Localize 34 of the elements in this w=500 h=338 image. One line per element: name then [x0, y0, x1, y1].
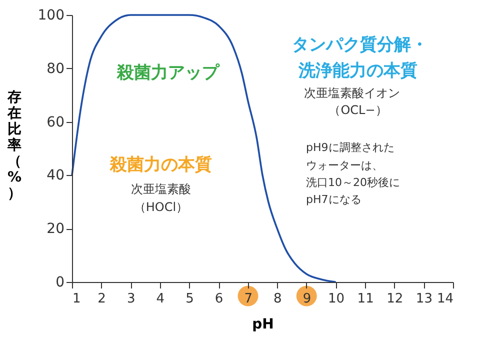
annotation: pH7になる — [306, 193, 362, 206]
x-axis-title: pH — [252, 316, 274, 332]
annotation: 次亜塩素酸 — [131, 182, 191, 196]
x-tick-label: 14 — [436, 292, 454, 306]
annotation: 次亜塩素酸イオン — [304, 86, 400, 100]
x-tick-label: 4 — [156, 292, 165, 306]
annotation: pH9に調整された — [306, 141, 394, 154]
x-tick-label: 2 — [98, 292, 106, 306]
y-tick-label: 20 — [46, 221, 64, 238]
annotation: 洗口10～20秒後に — [306, 176, 400, 189]
annotation: ウォーターは、 — [306, 159, 383, 172]
x-tick-label: 13 — [416, 292, 432, 306]
y-tick-label: 40 — [46, 168, 64, 184]
x-tick-label: 5 — [186, 292, 194, 306]
y-tick-label: 80 — [46, 60, 64, 77]
annotation: 殺菌力アップ — [116, 63, 220, 83]
x-tick-label: 6 — [214, 292, 224, 306]
x-tick-label: 8 — [274, 292, 282, 306]
y-tick-label: 60 — [46, 114, 64, 130]
annotation: （HOCl） — [134, 200, 188, 214]
annotation: 殺菌力の本質 — [109, 155, 212, 175]
x-tick-label: 7 — [244, 292, 252, 306]
x-tick-label: 12 — [386, 292, 404, 306]
x-tick-label: 9 — [302, 292, 312, 306]
x-tick-label: 10 — [328, 292, 345, 306]
y-axis-title: 存在比率（%） — [6, 90, 22, 202]
annotation: 洗浄能力の本質 — [298, 61, 418, 81]
annotation: （OCL−） — [328, 103, 388, 117]
y-tick-label: 0 — [56, 274, 64, 290]
y-tick-label: 100 — [38, 8, 64, 24]
x-tick-label: 1 — [72, 292, 81, 306]
x-tick-label: 11 — [357, 292, 374, 306]
x-tick-label: 3 — [126, 292, 136, 306]
annotation: タンパク質分解・ — [292, 35, 428, 55]
